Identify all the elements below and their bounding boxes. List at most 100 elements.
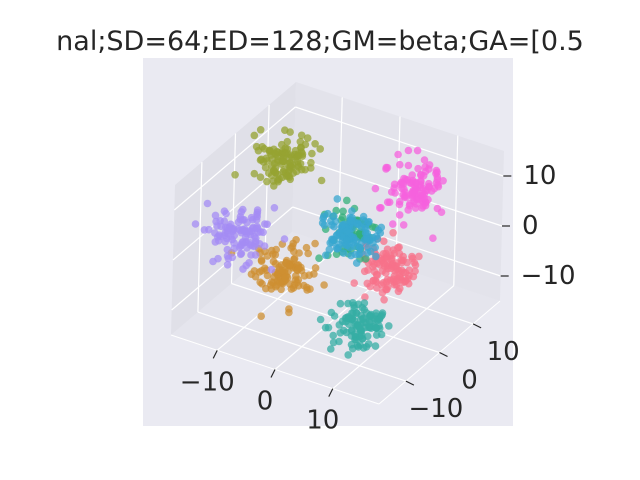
data-point [234, 218, 243, 226]
data-point [351, 250, 360, 259]
data-point [352, 309, 361, 318]
data-point [391, 262, 399, 270]
data-point [358, 303, 367, 312]
data-point [283, 137, 292, 146]
data-point [409, 272, 418, 281]
data-point [342, 317, 350, 326]
data-point [390, 184, 399, 192]
data-point [281, 126, 289, 134]
data-point [307, 164, 315, 172]
data-point [222, 209, 230, 218]
data-point [371, 277, 380, 285]
data-point [350, 279, 359, 287]
data-point [324, 323, 333, 332]
z-tick-label: 0 [522, 211, 539, 241]
grid-line-z [173, 106, 296, 211]
data-point [228, 225, 237, 233]
data-point [237, 240, 245, 249]
data-point [267, 265, 276, 274]
x-tick-label: 0 [257, 387, 274, 417]
data-point [295, 249, 303, 257]
data-point [333, 245, 342, 253]
data-point [437, 208, 446, 216]
data-point [253, 208, 262, 217]
data-point [377, 330, 386, 339]
data-point [369, 238, 377, 247]
data-point [417, 171, 425, 179]
data-point [263, 252, 272, 260]
data-point [281, 144, 290, 153]
data-point [291, 146, 300, 155]
y-tick-label: −10 [408, 394, 463, 424]
data-point [325, 245, 334, 254]
data-point [343, 196, 351, 205]
data-point [306, 285, 314, 293]
data-point [308, 149, 316, 158]
data-point [338, 213, 347, 221]
data-point [376, 204, 384, 212]
data-point [347, 327, 356, 335]
data-point [350, 242, 359, 250]
data-point [344, 351, 353, 359]
data-point [394, 287, 403, 296]
tick-mark-x [270, 369, 276, 378]
data-point [329, 338, 338, 347]
data-point [330, 222, 338, 231]
data-point [248, 241, 257, 250]
data-point [282, 150, 290, 158]
data-point [439, 177, 447, 185]
data-point [327, 345, 335, 353]
x-tick-label: −10 [180, 367, 235, 397]
data-point [429, 234, 437, 242]
data-point [316, 315, 325, 324]
data-point [358, 331, 366, 340]
data-point [335, 321, 344, 329]
data-point [290, 255, 298, 264]
data-point [361, 293, 369, 301]
data-point [339, 249, 348, 257]
data-point [364, 266, 372, 274]
data-point [382, 278, 391, 287]
data-point [356, 324, 365, 333]
data-point [311, 264, 320, 272]
data-point [231, 171, 239, 179]
data-point [250, 169, 259, 178]
data-point [258, 143, 267, 151]
data-point [316, 145, 325, 153]
data-point [343, 227, 351, 236]
grid-line-z [292, 206, 501, 277]
data-point [364, 340, 373, 348]
data-point [261, 220, 269, 228]
data-point [394, 150, 402, 159]
data-point [290, 281, 299, 289]
data-point [292, 272, 300, 280]
data-point [256, 173, 265, 181]
data-point [268, 162, 276, 171]
data-point [389, 229, 397, 237]
data-point [278, 266, 287, 275]
data-point [288, 161, 297, 169]
data-point [389, 220, 397, 228]
data-point [200, 226, 209, 234]
data-point [223, 252, 232, 260]
data-point [385, 322, 393, 330]
data-point [396, 180, 405, 189]
data-point [432, 179, 441, 187]
data-point [215, 231, 223, 239]
data-point [404, 161, 413, 170]
data-point [353, 219, 362, 227]
data-point [302, 243, 311, 252]
data-point [261, 163, 270, 172]
data-point [371, 342, 380, 350]
data-point [250, 131, 259, 140]
data-point [392, 277, 401, 285]
z-tick-label: 10 [523, 161, 556, 191]
data-point [425, 182, 433, 191]
data-point [223, 261, 232, 269]
data-point [363, 279, 372, 288]
data-point [343, 241, 351, 250]
data-point [329, 212, 338, 220]
data-point [419, 202, 427, 210]
data-point [378, 267, 387, 275]
